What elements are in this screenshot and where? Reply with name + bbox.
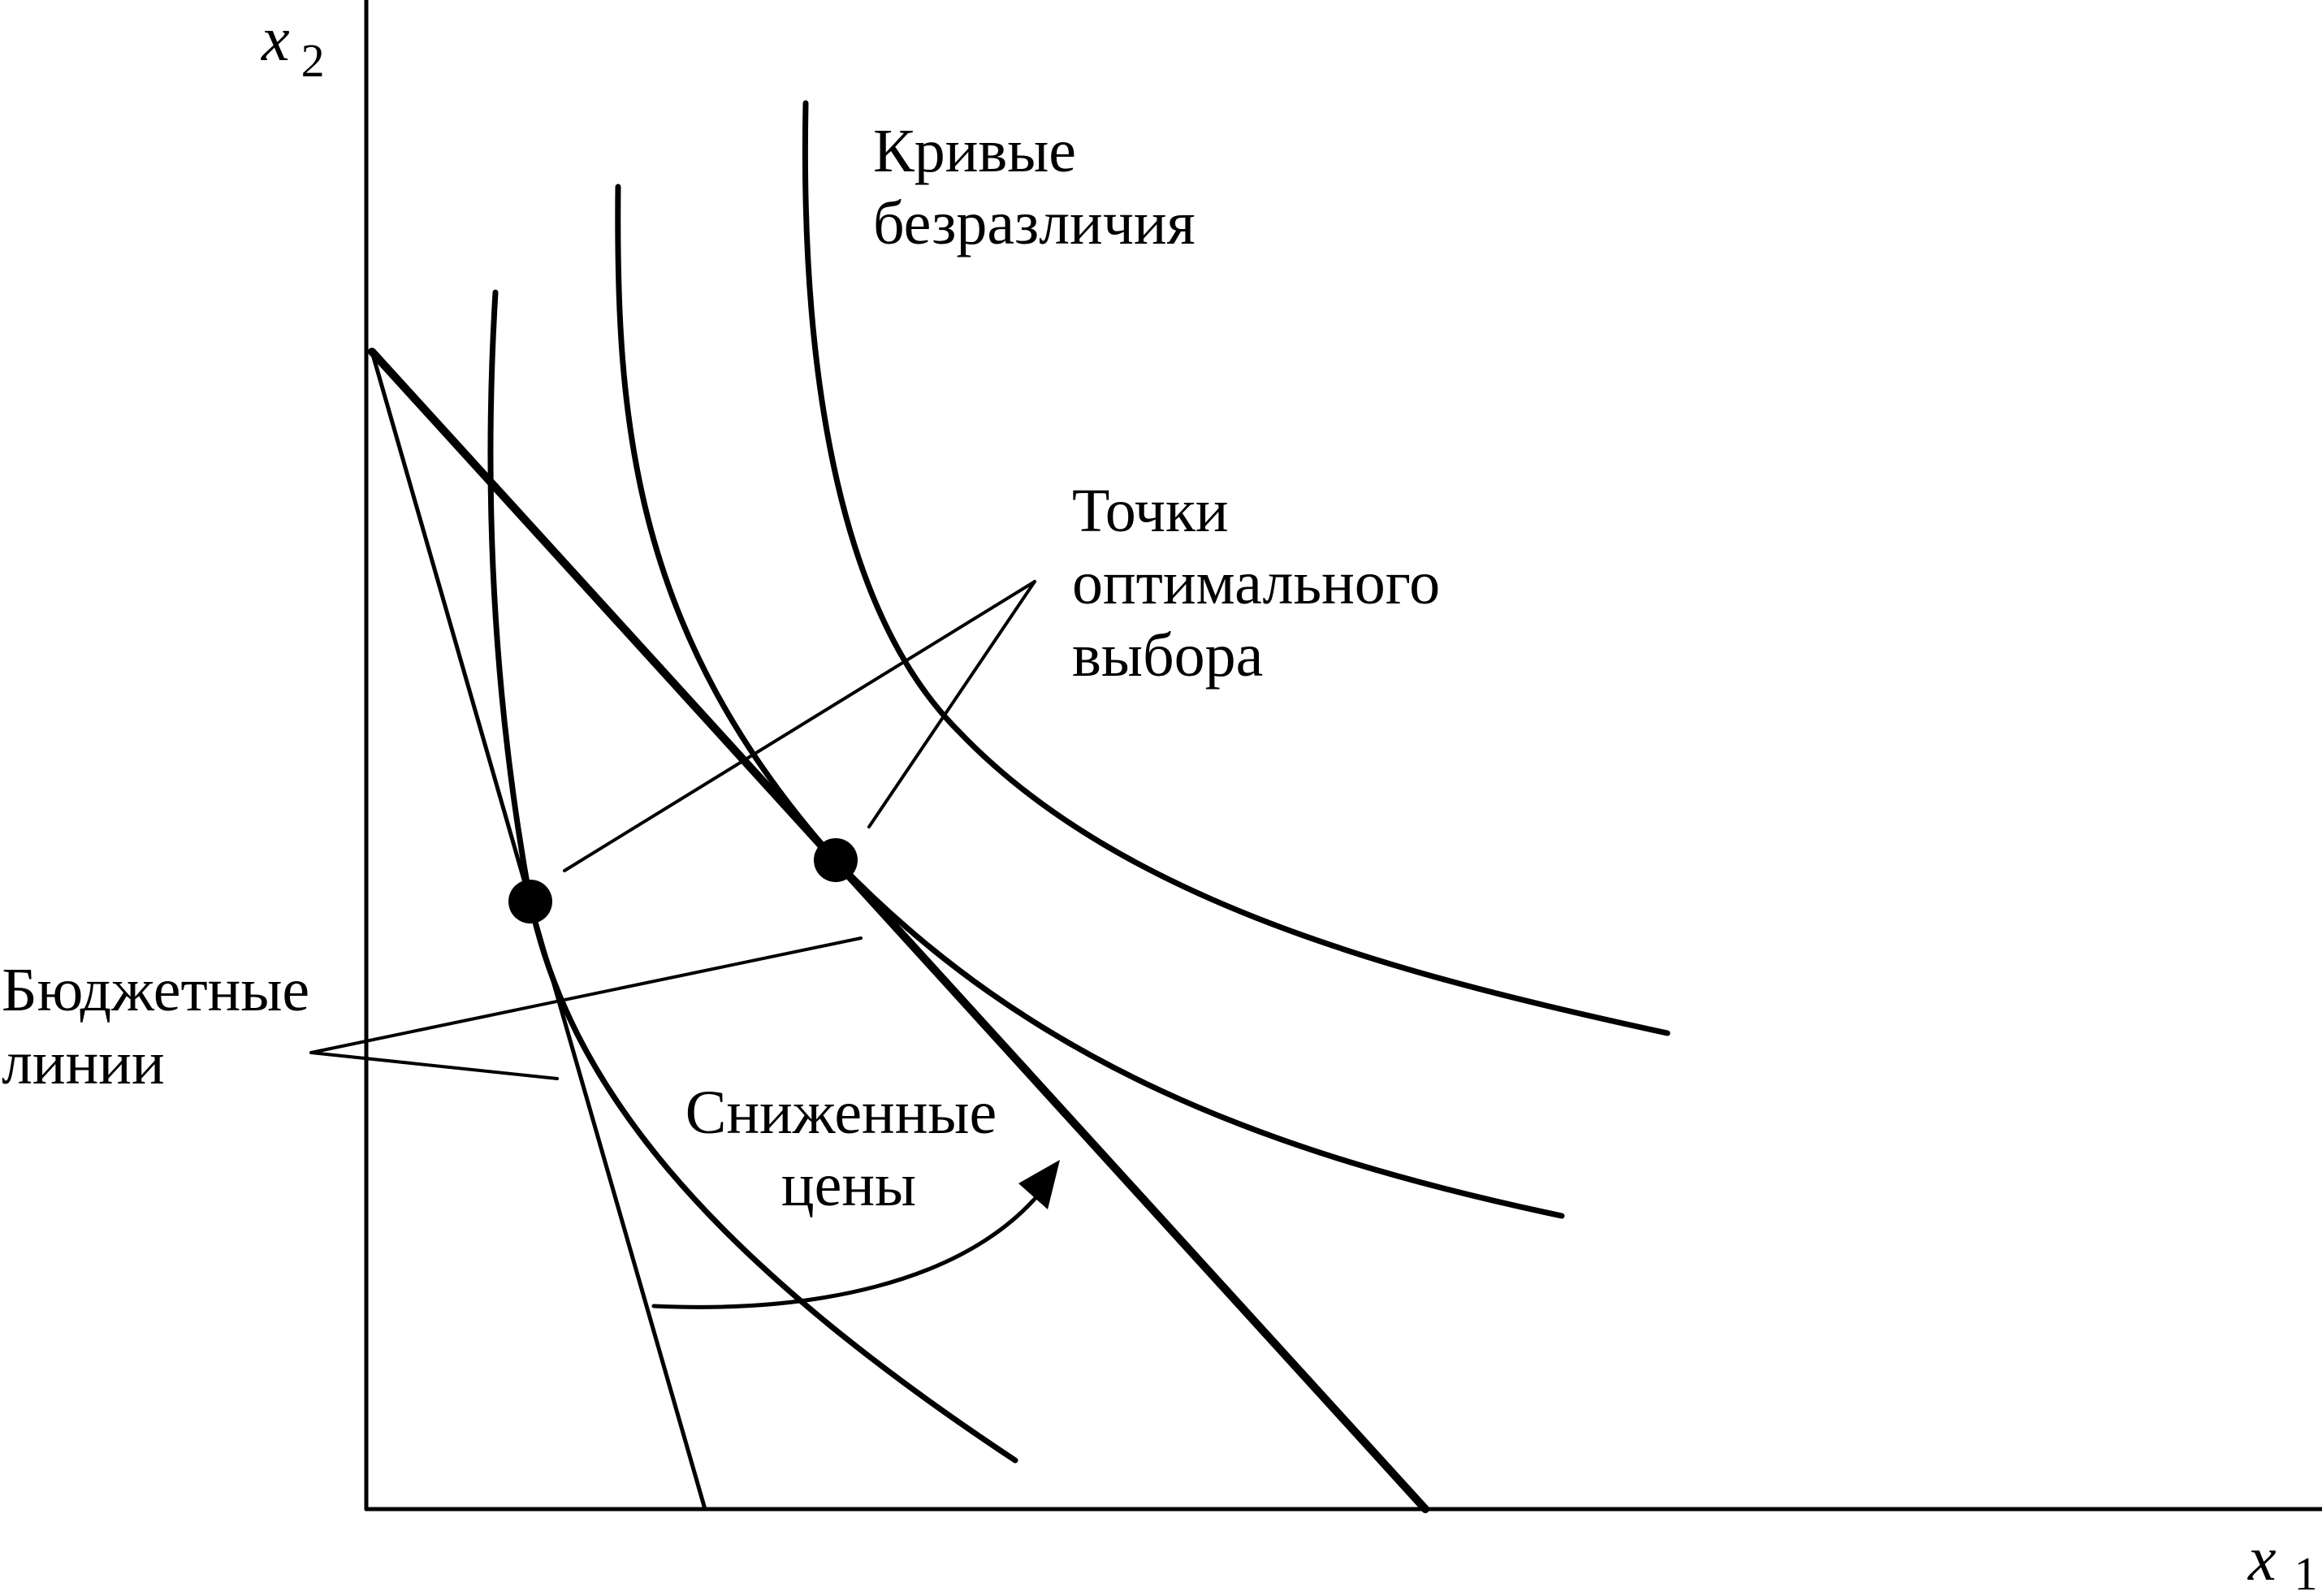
optimal-leader-1 xyxy=(563,580,1036,872)
budget-lines-label-line-1: Бюджетные xyxy=(2,956,309,1024)
budget-line-lower-price xyxy=(368,348,1429,1513)
indifference-curve-2 xyxy=(615,184,1565,1219)
optimal-points-label: Точки оптимального выбора xyxy=(1072,477,1455,690)
x-axis-variable: x xyxy=(2247,1523,2277,1594)
optimal-points-label-line-3: выбора xyxy=(1072,621,1263,690)
optimal-leader-2 xyxy=(867,580,1036,828)
budget-lines-label: Бюджетные линии xyxy=(2,956,325,1097)
budget-line-original xyxy=(370,349,707,1512)
optimal-points-label-line-2: оптимального xyxy=(1072,549,1440,617)
budget-lines xyxy=(368,348,1429,1513)
optimal-point-1 xyxy=(508,880,552,923)
indifference-curves-label-line-2: безразличия xyxy=(873,189,1196,257)
y-axis-subscript: 2 xyxy=(301,34,325,87)
indifference-curves-label-line-1: Кривые xyxy=(873,117,1076,185)
indifference-curves xyxy=(487,100,1671,1464)
optimal-points xyxy=(508,838,858,923)
price-decrease-arrow-shaft xyxy=(651,1196,1038,1309)
indifference-curve-3 xyxy=(802,100,1671,1036)
lower-prices-label-line-2: цены xyxy=(781,1151,916,1219)
optimal-point-2 xyxy=(814,838,858,882)
axes xyxy=(364,0,2322,1512)
indifference-curve-1 xyxy=(487,289,1018,1464)
optimal-points-label-line-1: Точки xyxy=(1072,477,1229,545)
lower-prices-label: Сниженные цены xyxy=(685,1079,1012,1219)
price-decrease-arrow-head xyxy=(1018,1160,1060,1209)
leader-lines xyxy=(309,580,1036,1080)
price-decrease-arrow xyxy=(651,1160,1060,1309)
budget-leader-1 xyxy=(309,936,863,1054)
budget-leader-2 xyxy=(309,1051,559,1080)
lower-prices-label-line-1: Сниженные xyxy=(685,1079,997,1147)
y-axis-variable: x xyxy=(261,3,290,74)
budget-lines-label-line-2: линии xyxy=(2,1029,165,1097)
x-axis-subscript: 1 xyxy=(2294,1547,2318,1596)
indifference-curves-label: Кривые безразличия xyxy=(873,117,1196,257)
